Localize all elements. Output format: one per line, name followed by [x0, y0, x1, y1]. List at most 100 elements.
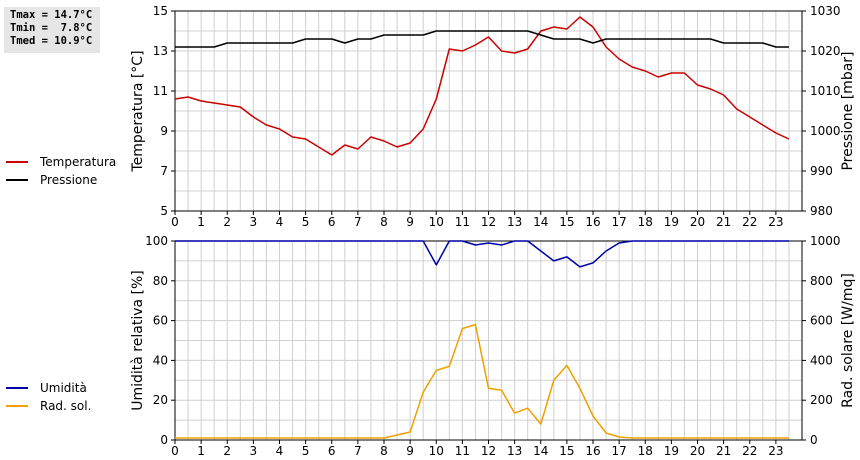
legend-swatch-pressione — [6, 179, 28, 181]
series-line-umidit — [175, 240, 789, 268]
x-tick-label: 5 — [302, 444, 310, 458]
x-tick-label: 6 — [328, 444, 336, 458]
x-tick-label: 9 — [406, 444, 414, 458]
y-tick-label-left: 20 — [153, 393, 168, 407]
y-tick-label-right: 1010 — [810, 84, 841, 98]
x-tick-label: 10 — [429, 215, 444, 229]
legend-label-temperatura: Temperatura — [40, 155, 117, 169]
x-tick-label: 2 — [223, 215, 231, 229]
x-tick-label: 17 — [611, 215, 626, 229]
y-tick-label-right: 1000 — [810, 124, 841, 138]
x-tick-label: 9 — [406, 215, 414, 229]
y-tick-label-left: 100 — [145, 234, 168, 248]
x-tick-label: 13 — [507, 444, 522, 458]
y-tick-label-right: 800 — [810, 274, 833, 288]
legend-label-rad-sol: Rad. sol. — [40, 399, 92, 413]
stats-box: Tmax = 14.7°C Tmin = 7.8°C Tmed = 10.9°C — [4, 7, 100, 53]
x-tick-label: 3 — [250, 444, 258, 458]
x-tick-label: 8 — [380, 215, 388, 229]
x-tick-label: 21 — [716, 215, 731, 229]
legend-bottom: Umidità Rad. sol. — [6, 379, 91, 415]
legend-swatch-temperatura — [6, 161, 28, 163]
x-tick-label: 2 — [223, 444, 231, 458]
x-tick-label: 6 — [328, 215, 336, 229]
y-tick-label-left: 80 — [153, 274, 168, 288]
y-tick-label-left: 40 — [153, 353, 168, 367]
y-tick-label-left: 0 — [160, 433, 168, 447]
y-tick-label-left: 13 — [153, 44, 168, 58]
x-tick-label: 20 — [690, 444, 705, 458]
y-tick-label-left: 11 — [153, 84, 168, 98]
x-tick-label: 14 — [533, 444, 548, 458]
legend-top: Temperatura Pressione — [6, 153, 116, 189]
y-tick-label-left: 9 — [160, 124, 168, 138]
x-tick-label: 11 — [455, 444, 470, 458]
legend-swatch-umidita — [6, 387, 28, 389]
x-tick-label: 1 — [197, 215, 205, 229]
x-tick-label: 8 — [380, 444, 388, 458]
y-tick-label-right: 0 — [810, 433, 818, 447]
y-axis-title-right: Rad. solare [W/mq] — [840, 273, 856, 408]
x-tick-label: 12 — [481, 215, 496, 229]
x-tick-label: 7 — [354, 215, 362, 229]
x-tick-label: 4 — [276, 444, 284, 458]
y-tick-label-right: 1000 — [810, 234, 841, 248]
tmin-stat: Tmin = 7.8°C — [10, 22, 93, 34]
legend-item-rad-sol: Rad. sol. — [6, 397, 91, 415]
y-axis-title-left: Umidità relativa [%] — [130, 270, 146, 411]
legend-item-temperatura: Temperatura — [6, 153, 116, 171]
y-tick-label-right: 200 — [810, 393, 833, 407]
legend-label-pressione: Pressione — [40, 173, 98, 187]
y-tick-label-right: 600 — [810, 314, 833, 328]
x-tick-label: 15 — [559, 444, 574, 458]
y-axis-title-right: Pressione [mbar] — [840, 51, 856, 170]
series-line-pressione — [175, 30, 789, 48]
x-tick-label: 16 — [585, 444, 600, 458]
chart-panel-0 — [171, 10, 806, 215]
chart-panel-1 — [171, 240, 806, 444]
y-tick-label-right: 980 — [810, 204, 833, 218]
x-tick-label: 18 — [638, 215, 653, 229]
x-tick-label: 12 — [481, 444, 496, 458]
legend-item-pressione: Pressione — [6, 171, 116, 189]
x-tick-label: 19 — [664, 444, 679, 458]
x-tick-label: 18 — [638, 444, 653, 458]
y-tick-label-right: 1030 — [810, 4, 841, 18]
x-tick-label: 22 — [742, 215, 757, 229]
tmax-stat: Tmax = 14.7°C — [10, 9, 93, 21]
series-line-temperatura — [174, 16, 790, 156]
y-tick-label-right: 1020 — [810, 44, 841, 58]
y-tick-label-left: 7 — [160, 164, 168, 178]
x-tick-label: 19 — [664, 215, 679, 229]
y-tick-label-right: 990 — [810, 164, 833, 178]
x-tick-label: 5 — [302, 215, 310, 229]
x-tick-label: 10 — [429, 444, 444, 458]
legend-label-umidita: Umidità — [40, 381, 87, 395]
x-tick-label: 22 — [742, 444, 757, 458]
x-tick-label: 23 — [768, 215, 783, 229]
y-tick-label-left: 5 — [160, 204, 168, 218]
x-tick-label: 0 — [171, 444, 179, 458]
x-tick-label: 11 — [455, 215, 470, 229]
x-tick-label: 14 — [533, 215, 548, 229]
tmed-stat: Tmed = 10.9°C — [10, 35, 93, 47]
legend-item-umidita: Umidità — [6, 379, 91, 397]
x-tick-label: 4 — [276, 215, 284, 229]
x-tick-label: 3 — [250, 215, 258, 229]
y-axis-title-left: Temperatura [°C] — [130, 50, 146, 172]
legend-swatch-rad-sol — [6, 405, 28, 407]
x-tick-label: 15 — [559, 215, 574, 229]
x-tick-label: 13 — [507, 215, 522, 229]
x-tick-label: 23 — [768, 444, 783, 458]
x-tick-label: 1 — [197, 444, 205, 458]
x-tick-label: 17 — [611, 444, 626, 458]
x-tick-label: 0 — [171, 215, 179, 229]
series-line-rad-sol — [175, 323, 789, 439]
y-tick-label-left: 60 — [153, 314, 168, 328]
x-tick-label: 21 — [716, 444, 731, 458]
x-tick-label: 16 — [585, 215, 600, 229]
x-tick-label: 7 — [354, 444, 362, 458]
x-tick-label: 20 — [690, 215, 705, 229]
y-tick-label-left: 15 — [153, 4, 168, 18]
